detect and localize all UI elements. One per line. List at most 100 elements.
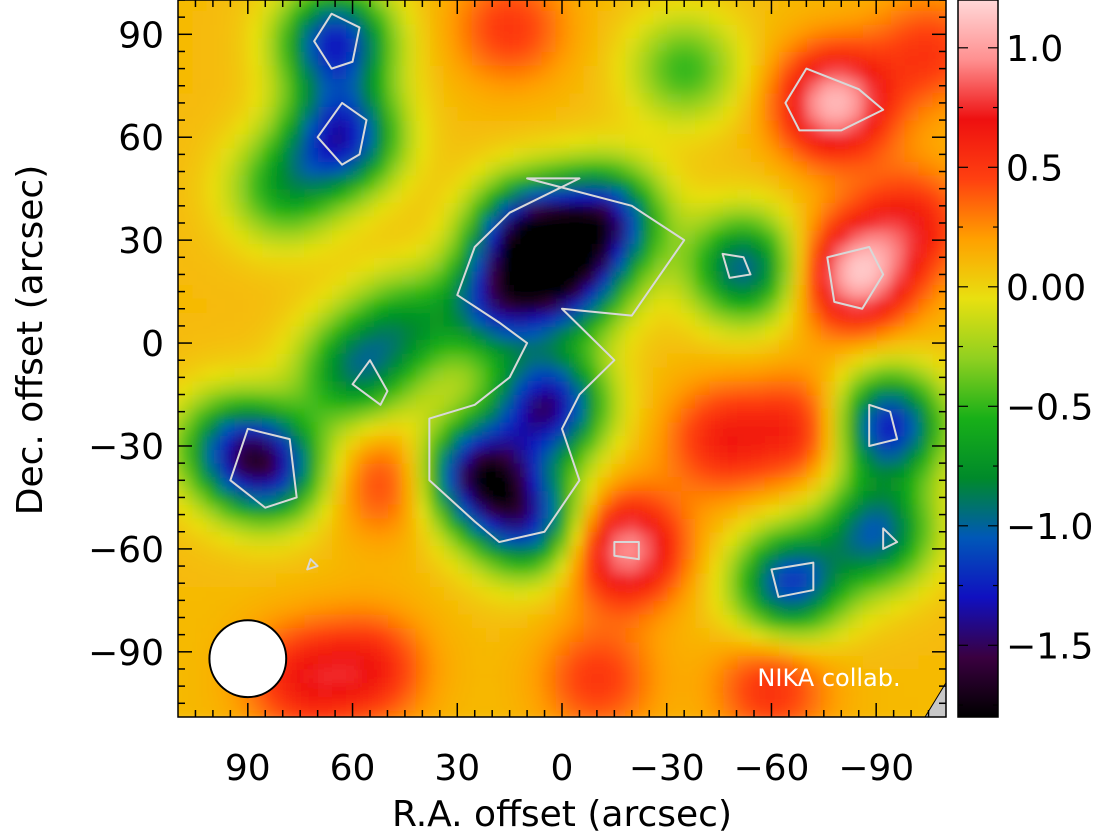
heat-cell (205, 297, 221, 313)
heat-cell (331, 188, 347, 203)
heat-cell (610, 421, 626, 437)
heat-cell (317, 544, 333, 560)
heat-cell (512, 50, 528, 66)
heat-cell (289, 133, 305, 149)
heat-cell (345, 215, 361, 231)
heat-cell (861, 366, 877, 382)
heat-cell (484, 78, 500, 94)
heat-cell (498, 586, 514, 601)
heat-cell (345, 243, 361, 258)
heat-cell (372, 201, 388, 217)
heat-cell (736, 64, 752, 80)
contour-line (306, 558, 319, 571)
heat-cell (289, 613, 305, 629)
heat-cell (847, 133, 863, 149)
heat-cell (763, 435, 779, 450)
heat-cell (540, 105, 556, 121)
heat-cell (428, 462, 444, 478)
heat-cell (345, 160, 361, 176)
heat-cell (777, 119, 793, 135)
heat-cell (805, 503, 821, 519)
heat-cell (736, 243, 752, 258)
heat-cell (582, 352, 598, 368)
x-tick-labels: 90 60 30 0 −30 −60 −90 (225, 748, 914, 789)
heat-cell (345, 544, 361, 560)
heat-cell (233, 394, 249, 409)
heat-cell (400, 160, 416, 176)
heat-cell (889, 23, 905, 39)
heat-cell (750, 215, 765, 231)
heat-cell (750, 599, 765, 615)
heat-cell (554, 544, 570, 560)
heat-cell (484, 325, 500, 341)
heat-cell (233, 92, 249, 107)
heat-cell (666, 243, 682, 258)
heat-cell (289, 243, 305, 258)
heat-cell (289, 709, 305, 717)
heat-cell (708, 490, 724, 505)
heat-cell (680, 531, 696, 546)
heat-cell (819, 394, 835, 409)
heat-cell (610, 352, 626, 368)
heat-cell (917, 37, 933, 52)
heat-cell (861, 284, 877, 299)
heat-cell (903, 297, 919, 313)
heat-cell (624, 243, 640, 258)
heat-cell (442, 668, 458, 684)
heat-cell (805, 0, 821, 11)
heat-cell (512, 627, 528, 643)
heat-cell (470, 284, 486, 299)
heat-cell (763, 243, 779, 258)
heat-cell (624, 380, 640, 396)
heat-cell (791, 50, 807, 66)
heat-cell (750, 709, 765, 717)
heat-cell (414, 243, 430, 258)
heat-cell (331, 407, 347, 423)
heat-cell (386, 517, 402, 533)
heat-cell (178, 394, 179, 409)
heat-cell (317, 105, 333, 121)
heat-cell (610, 517, 626, 533)
heat-cell (331, 78, 347, 94)
heat-cell (624, 133, 640, 149)
heat-cell (178, 407, 193, 423)
heat-cell (470, 50, 486, 66)
heat-cell (624, 668, 640, 684)
heat-cell (456, 243, 472, 258)
heat-cell (359, 654, 374, 670)
map-area: NIKA collab. (178, 0, 946, 717)
heat-cell (428, 297, 444, 313)
heat-cell (917, 421, 933, 437)
heat-cell (708, 37, 724, 52)
heat-cell (847, 627, 863, 643)
heat-cell (554, 394, 570, 409)
heat-cell (191, 243, 207, 258)
heat-cell (219, 544, 235, 560)
heat-cell (372, 572, 388, 588)
heat-cell (582, 435, 598, 450)
heat-cell (582, 50, 598, 66)
heat-cell (359, 407, 374, 423)
heat-cell (833, 215, 849, 231)
heat-cell (359, 325, 374, 341)
heat-cell (261, 243, 277, 258)
heat-cell (833, 366, 849, 382)
heat-cell (219, 215, 235, 231)
heat-cell (568, 641, 584, 656)
heat-cell (875, 0, 891, 11)
heat-cell (540, 201, 556, 217)
heat-cell (847, 0, 863, 11)
heat-cell (889, 339, 905, 354)
colorbar-ticks (958, 47, 998, 706)
heat-cell (638, 215, 654, 231)
heat-cell (442, 599, 458, 615)
heat-cell (359, 9, 374, 25)
heat-cell (289, 325, 305, 341)
heat-cell (345, 9, 361, 25)
heat-cell (805, 435, 821, 450)
heat-cell (275, 284, 291, 299)
heat-cell (805, 160, 821, 176)
heat-cell (582, 270, 598, 286)
heat-cell (777, 586, 793, 601)
heat-cell (191, 105, 207, 121)
